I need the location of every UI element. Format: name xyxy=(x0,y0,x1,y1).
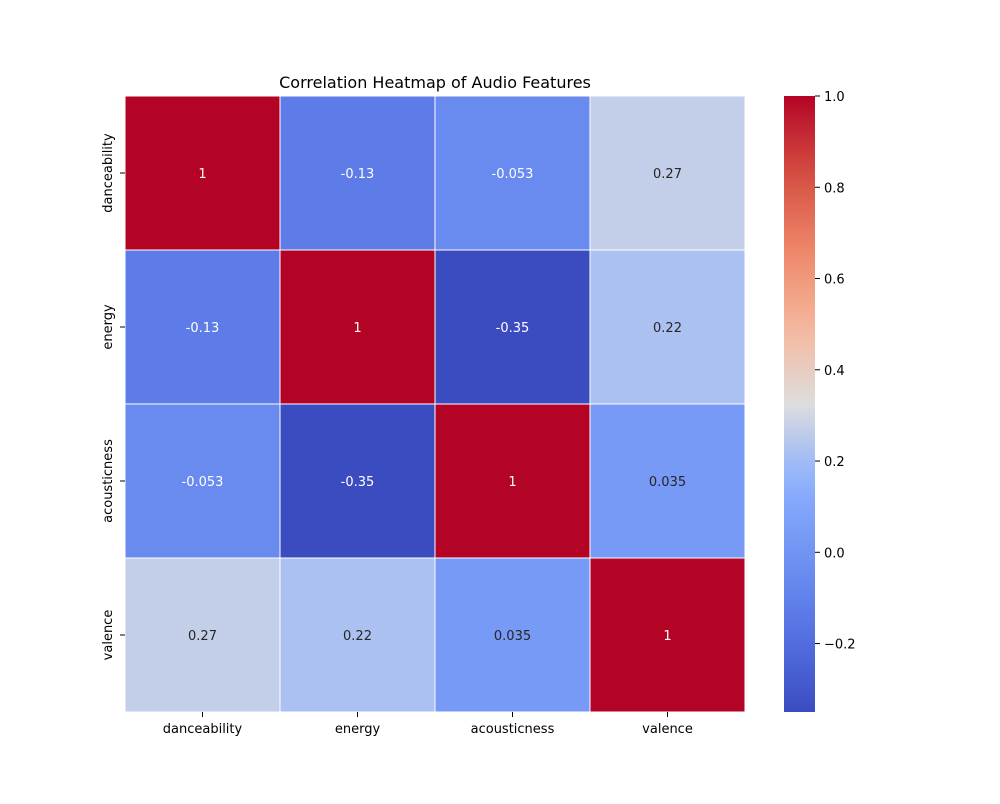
heatmap-cell xyxy=(124,557,281,713)
heatmap-cell xyxy=(279,95,436,251)
heatmap-cell-labels: 1 -0.13 -0.053 0.27 -0.13 1 -0.35 0.22 -0.053 -0.… xyxy=(182,167,687,644)
colorbar-tick-label: 0.4 xyxy=(824,364,845,379)
x-tick-label: energy xyxy=(335,722,381,737)
y-tick-label: valence xyxy=(101,610,116,661)
chart-title: Correlation Heatmap of Audio Features xyxy=(279,73,591,92)
colorbar-tick-label: 0.6 xyxy=(824,273,845,288)
colorbar-tick-label: −0.2 xyxy=(824,638,856,653)
y-axis: danceability energy acousticness valence xyxy=(101,133,125,660)
cell-value-label: 1 xyxy=(198,167,206,182)
cell-value-label: -0.053 xyxy=(492,167,534,182)
heatmap-cell xyxy=(589,403,746,559)
heatmap-cell xyxy=(434,249,591,405)
heatmap-cell xyxy=(279,403,436,559)
x-axis: danceability energy acousticness valence xyxy=(163,712,693,737)
heatmap-cells xyxy=(124,95,746,713)
heatmap-cell xyxy=(589,95,746,251)
cell-value-label: -0.35 xyxy=(341,475,375,490)
heatmap-cell xyxy=(279,249,436,405)
x-tick-label: danceability xyxy=(163,722,243,737)
cell-value-label: 0.27 xyxy=(653,167,682,182)
heatmap-cell xyxy=(124,95,281,251)
cell-value-label: 1 xyxy=(353,321,361,336)
colorbar-tick-label: 0.8 xyxy=(824,181,845,196)
cell-value-label: 1 xyxy=(663,629,671,644)
cell-value-label: 0.035 xyxy=(649,475,686,490)
cell-value-label: -0.053 xyxy=(182,475,224,490)
cell-value-label: 1 xyxy=(508,475,516,490)
cell-value-label: -0.35 xyxy=(496,321,530,336)
cell-value-label: -0.13 xyxy=(186,321,220,336)
heatmap-cell xyxy=(589,249,746,405)
x-tick-label: acousticness xyxy=(471,722,555,737)
y-tick-label: energy xyxy=(101,304,116,350)
x-tick-label: valence xyxy=(642,722,693,737)
colorbar-gradient xyxy=(784,96,815,712)
colorbar-tick-label: 0.0 xyxy=(824,546,845,561)
heatmap-cell xyxy=(279,557,436,713)
colorbar-tick-label: 0.2 xyxy=(824,455,845,470)
cell-value-label: 0.27 xyxy=(188,629,217,644)
heatmap-cell xyxy=(434,95,591,251)
cell-value-label: -0.13 xyxy=(341,167,375,182)
y-tick-label: acousticness xyxy=(101,439,116,523)
cell-value-label: 0.22 xyxy=(343,629,372,644)
cell-value-label: 0.035 xyxy=(494,629,531,644)
heatmap-cell xyxy=(124,249,281,405)
y-tick-label: danceability xyxy=(101,133,116,213)
cell-value-label: 0.22 xyxy=(653,321,682,336)
colorbar-tick-label: 1.0 xyxy=(824,90,845,105)
heatmap-cell xyxy=(589,557,746,713)
colorbar: 1.0 0.8 0.6 0.4 0.2 0.0 −0.2 xyxy=(784,90,856,712)
heatmap-cell xyxy=(434,557,591,713)
